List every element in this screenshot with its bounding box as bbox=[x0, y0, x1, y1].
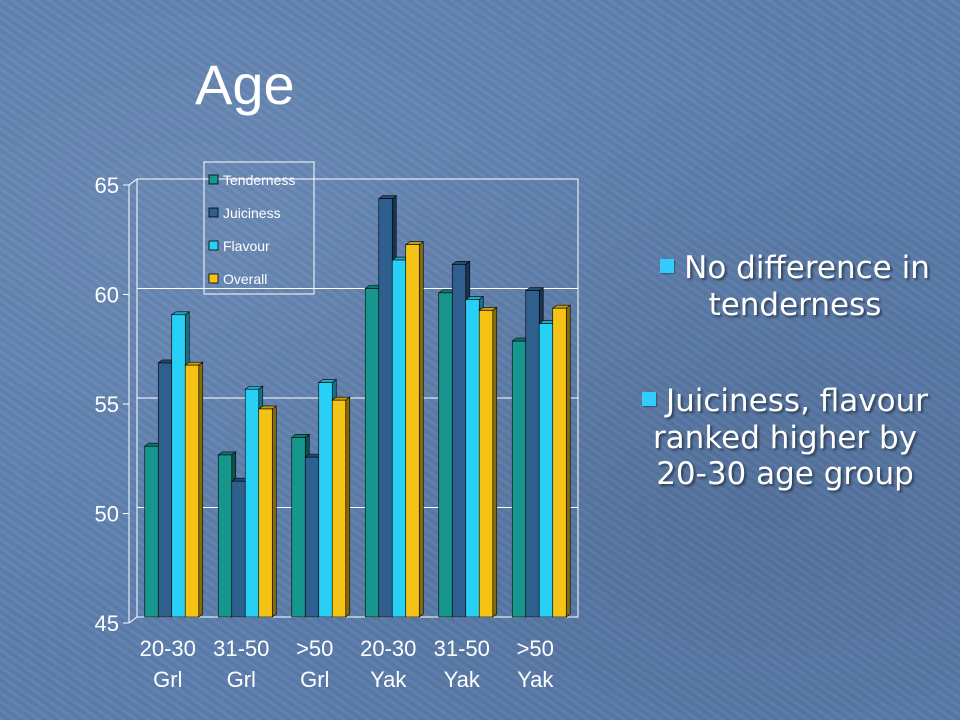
bar bbox=[244, 388, 260, 618]
bar bbox=[438, 292, 453, 618]
legend-label: Tenderness bbox=[223, 172, 295, 188]
slide-title: Age bbox=[195, 53, 295, 116]
bar bbox=[405, 244, 420, 618]
bar-side bbox=[271, 405, 277, 618]
bar bbox=[525, 290, 540, 618]
y-tick-label: 60 bbox=[95, 283, 119, 308]
x-tick-label: >50 bbox=[296, 636, 333, 661]
x-tick-label: Grl bbox=[300, 667, 329, 692]
legend-swatch bbox=[208, 273, 219, 284]
bar bbox=[552, 307, 567, 618]
bar bbox=[451, 264, 467, 618]
bar bbox=[378, 198, 393, 618]
y-tick-label: 50 bbox=[95, 502, 119, 527]
x-tick-label: 31-50 bbox=[434, 636, 490, 661]
y-tick-label: 55 bbox=[95, 392, 119, 417]
legend-swatch bbox=[208, 240, 219, 251]
legend-label: Overall bbox=[223, 271, 267, 287]
bar bbox=[258, 408, 273, 618]
bar-side bbox=[198, 361, 204, 618]
bullet-text: No difference in tenderness bbox=[684, 250, 930, 323]
bar bbox=[478, 310, 494, 618]
legend-label: Flavour bbox=[223, 238, 270, 254]
legend-label: Juiciness bbox=[223, 205, 281, 221]
x-tick-label: 20-30 bbox=[140, 636, 196, 661]
bar bbox=[318, 382, 333, 618]
legend-swatch bbox=[208, 207, 219, 218]
x-tick-label: 31-50 bbox=[213, 636, 269, 661]
x-tick-label: >50 bbox=[517, 636, 554, 661]
bullet-square-icon bbox=[660, 259, 675, 273]
bar-side bbox=[418, 241, 424, 618]
side-wall-edge bbox=[128, 178, 138, 186]
x-tick-label: 20-30 bbox=[360, 636, 416, 661]
bar bbox=[231, 480, 246, 618]
bar bbox=[391, 259, 407, 618]
bullet-text: Juiciness, flavour ranked higher by 20-3… bbox=[652, 383, 929, 493]
bar bbox=[157, 362, 173, 618]
bullet-item: Juiciness, flavour ranked higher by 20-3… bbox=[640, 383, 930, 493]
bar bbox=[511, 340, 527, 618]
x-tick-label: Yak bbox=[517, 667, 554, 692]
y-tick-label: 45 bbox=[95, 611, 119, 636]
x-tick-label: Yak bbox=[370, 667, 407, 692]
x-tick-label: Grl bbox=[227, 667, 256, 692]
bar-side bbox=[492, 306, 498, 618]
legend-swatch bbox=[208, 174, 219, 185]
bar-side bbox=[345, 396, 351, 618]
bar bbox=[184, 364, 200, 618]
floor-edge bbox=[128, 616, 138, 624]
x-tick-label: Grl bbox=[153, 667, 182, 692]
x-tick-label: Yak bbox=[444, 667, 481, 692]
bullet-item: No difference in tenderness bbox=[660, 250, 930, 323]
bar bbox=[331, 399, 347, 618]
bar bbox=[304, 456, 320, 618]
bar bbox=[217, 454, 233, 618]
bullet-list: No difference in tenderness Juiciness, f… bbox=[640, 250, 940, 493]
bar bbox=[538, 323, 554, 618]
bar bbox=[171, 314, 186, 618]
bar bbox=[291, 437, 306, 618]
bar bbox=[144, 445, 159, 618]
y-tick-label: 65 bbox=[95, 173, 119, 198]
bar-side bbox=[565, 304, 571, 618]
bar bbox=[364, 288, 380, 618]
bar bbox=[465, 299, 480, 618]
legend-box bbox=[203, 161, 315, 295]
bullet-square-icon bbox=[641, 392, 656, 407]
